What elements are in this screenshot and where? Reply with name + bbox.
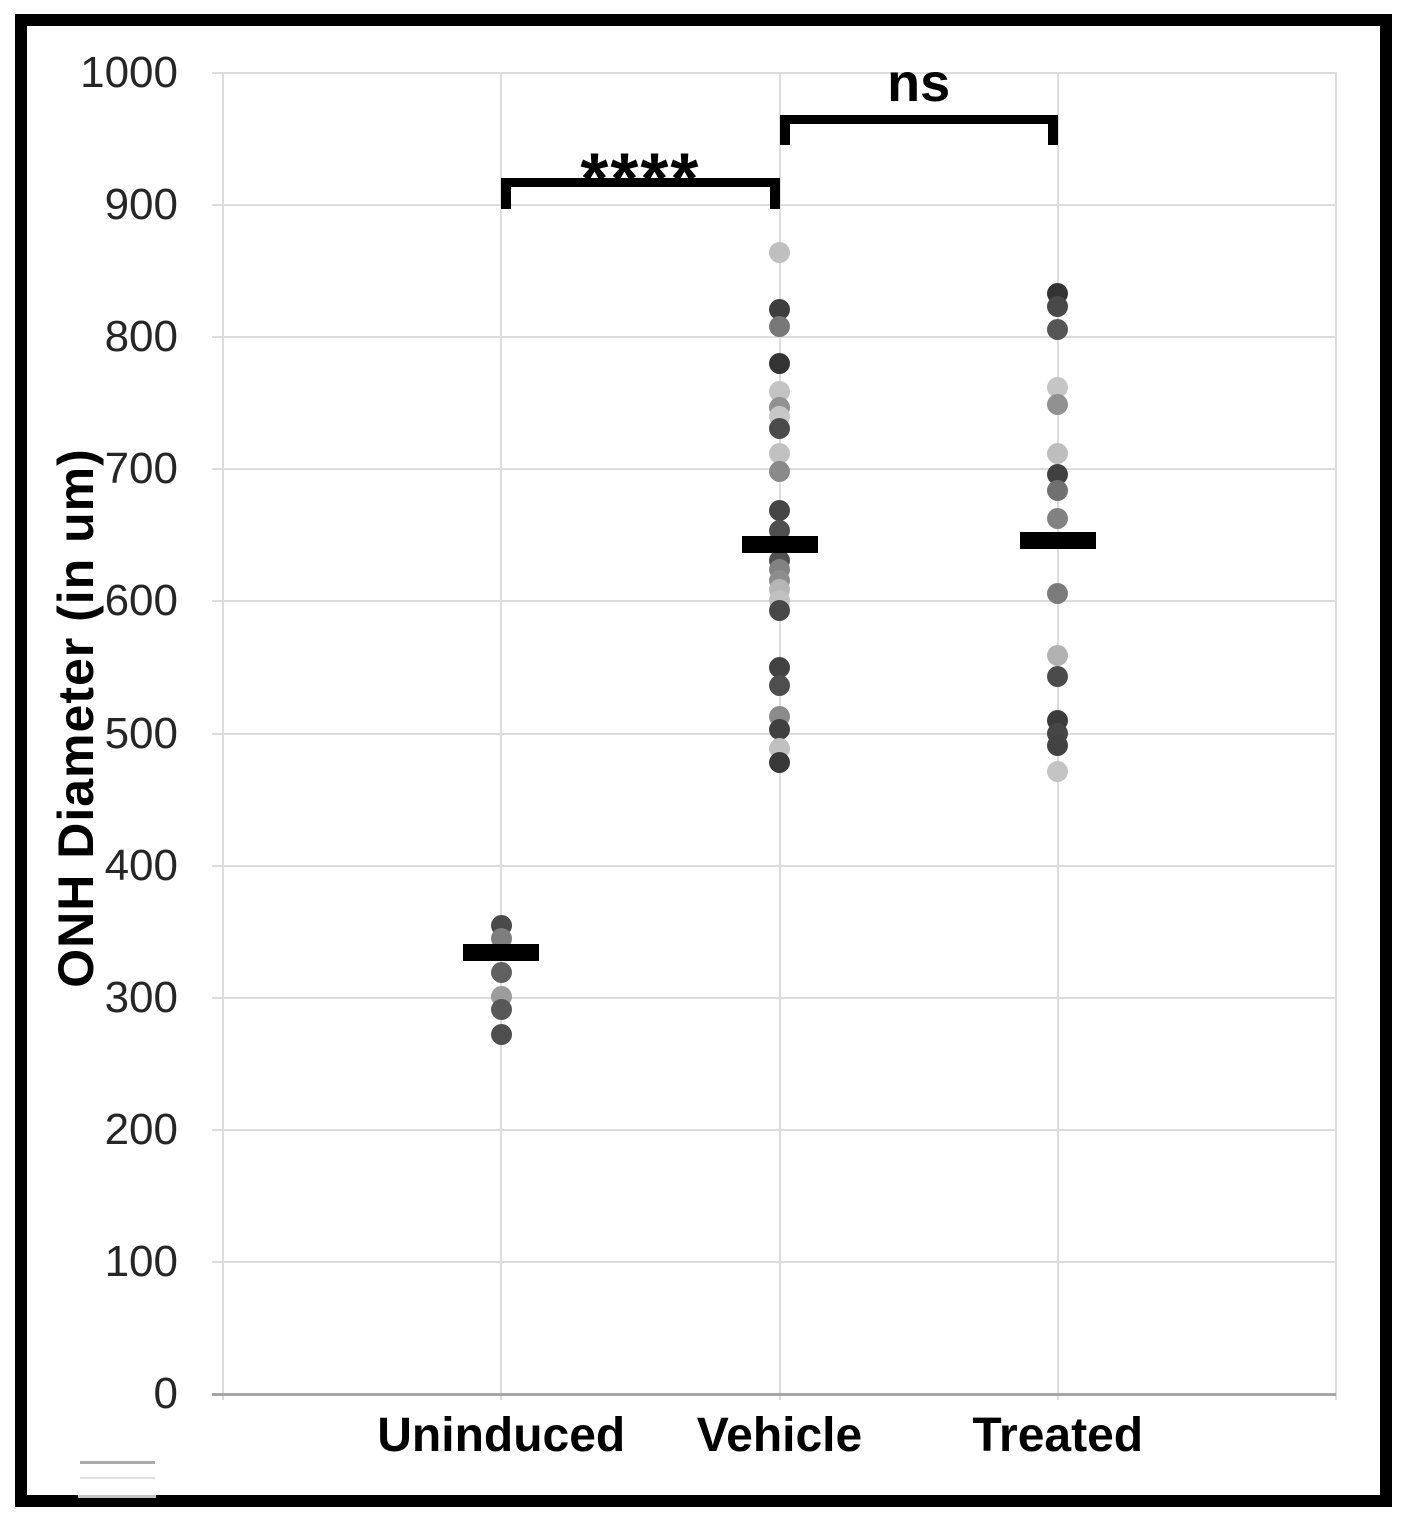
gridline-horizontal	[212, 336, 1336, 339]
data-point	[769, 656, 790, 678]
stray-mark	[80, 1477, 155, 1479]
mean-bar	[741, 536, 818, 554]
data-point	[769, 316, 790, 338]
stray-mark	[80, 1461, 155, 1464]
sig-bracket-line	[501, 178, 780, 188]
y-tick-label: 600	[104, 576, 178, 626]
data-point	[769, 417, 790, 439]
data-point	[769, 380, 790, 402]
data-point	[1047, 442, 1069, 464]
sig-bracket-end	[1047, 119, 1058, 146]
x-axis-line	[212, 1392, 1336, 1396]
y-tick-label: 100	[104, 1236, 178, 1286]
y-tick-label: 0	[153, 1369, 178, 1418]
y-tick-label: 1000	[80, 48, 178, 97]
gridline-vertical	[222, 72, 224, 1400]
y-tick-label: 800	[104, 312, 178, 362]
sig-bracket-end	[779, 119, 790, 146]
sig-bracket-end	[501, 182, 512, 209]
data-point	[490, 927, 512, 949]
x-category-label: Uninduced	[377, 1409, 626, 1462]
data-point	[1047, 394, 1069, 416]
data-point	[769, 298, 790, 320]
data-point	[769, 442, 790, 464]
data-point	[1047, 376, 1069, 398]
data-point	[769, 353, 790, 375]
gridline-horizontal	[212, 1128, 1336, 1131]
data-point	[490, 999, 512, 1021]
y-tick-label: 700	[104, 444, 178, 494]
data-point	[1047, 761, 1069, 783]
data-point	[769, 752, 790, 774]
data-point	[1047, 479, 1069, 501]
gridline-horizontal	[212, 996, 1336, 999]
gridline-horizontal	[212, 1260, 1336, 1263]
data-point	[769, 461, 790, 483]
gridline-horizontal	[212, 864, 1336, 867]
data-point	[1047, 645, 1069, 667]
data-point	[1047, 296, 1069, 318]
gridline-vertical	[500, 72, 503, 1400]
y-tick-label: 400	[104, 840, 178, 890]
data-point	[490, 962, 512, 984]
data-point	[1047, 507, 1069, 529]
data-point	[1047, 318, 1069, 340]
mean-bar	[1019, 532, 1096, 550]
data-point	[490, 1024, 512, 1046]
y-tick-label: 300	[104, 972, 178, 1022]
sig-bracket-end	[769, 182, 780, 209]
data-point	[1047, 582, 1069, 604]
gridline-horizontal	[212, 72, 1336, 74]
data-point	[769, 242, 790, 264]
x-category-label: Vehicle	[696, 1409, 863, 1462]
data-point	[769, 719, 790, 741]
stray-mark	[78, 1495, 156, 1498]
y-tick-label: 500	[104, 708, 178, 758]
data-point	[769, 675, 790, 697]
y-tick-label: 900	[104, 180, 178, 230]
gridline-vertical	[1335, 72, 1337, 1400]
sig-label: ns	[887, 52, 951, 113]
sig-label: ****	[580, 139, 701, 220]
data-point	[769, 519, 790, 541]
y-tick-label: 200	[104, 1104, 178, 1154]
data-point	[1047, 464, 1069, 486]
x-category-label: Treated	[972, 1409, 1144, 1462]
mean-bar	[463, 944, 540, 962]
data-point	[1047, 666, 1069, 688]
data-point	[769, 600, 790, 622]
chart-border	[15, 14, 1392, 1507]
sig-bracket-line	[779, 114, 1058, 124]
data-point	[769, 499, 790, 521]
data-point	[1047, 734, 1069, 756]
